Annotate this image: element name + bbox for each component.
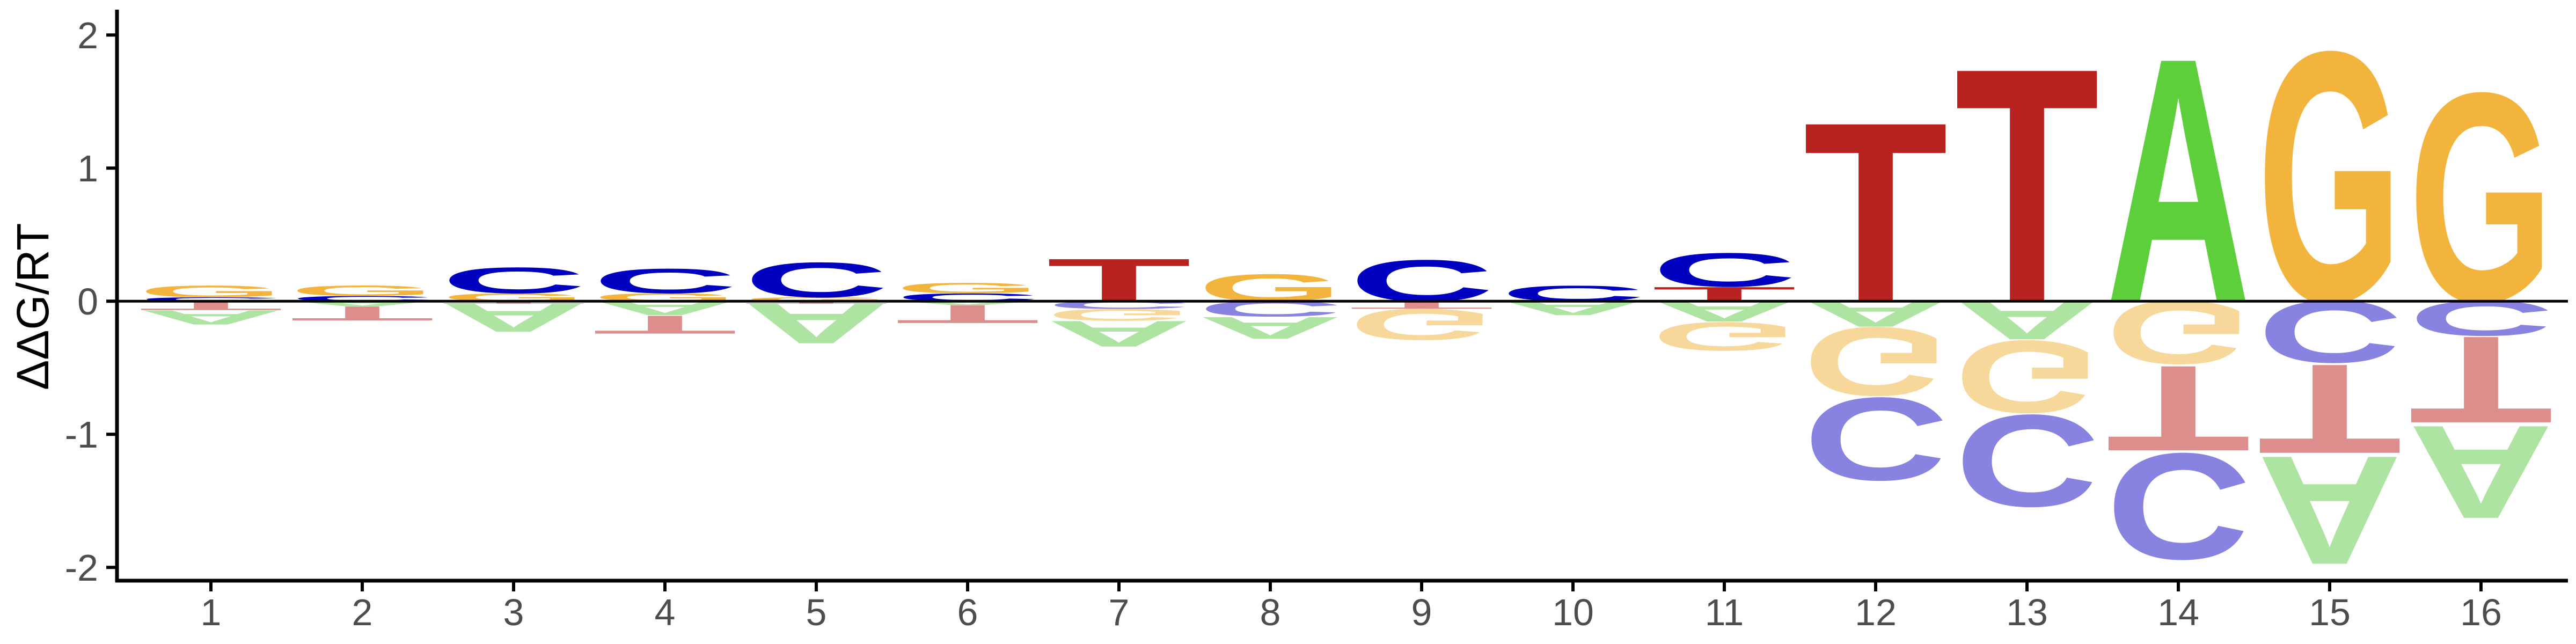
x-axis-ticks: 1 2 3 4 5 6 7 8 9 10 11 12 13 14 15 16 xyxy=(201,581,2502,633)
x-tick-label: 8 xyxy=(1260,591,1281,633)
letter-T: T xyxy=(2409,311,2553,449)
letter-G: G xyxy=(290,282,435,299)
letter-G: G xyxy=(138,282,283,301)
letter-A: A xyxy=(2409,398,2553,546)
letter-G: G xyxy=(744,296,889,303)
y-tick-label: -2 xyxy=(65,547,98,589)
letter-A: A xyxy=(1955,289,2099,351)
y-axis-ticks: -2 -1 0 1 2 xyxy=(65,14,117,589)
letter-T: T xyxy=(1046,246,1191,314)
letter-A: A xyxy=(2106,0,2251,376)
letter-A: A xyxy=(1046,313,1191,355)
x-tick-label: 11 xyxy=(1705,591,1744,633)
letter-T: T xyxy=(2106,340,2251,477)
letter-T: T xyxy=(290,302,435,325)
x-tick-label: 15 xyxy=(2309,591,2351,633)
letter-G: G xyxy=(1046,305,1191,324)
letter-C: C xyxy=(441,260,586,301)
letter-G: G xyxy=(2409,31,2553,365)
letter-T: T xyxy=(1955,0,2099,372)
letter-C: C xyxy=(1349,248,1494,314)
letter-A: A xyxy=(441,295,586,341)
x-tick-label: 5 xyxy=(806,591,827,633)
letter-G: G xyxy=(1803,307,1948,416)
x-tick-label: 12 xyxy=(1855,591,1897,633)
letter-C: C xyxy=(1803,373,1948,505)
letter-C: C xyxy=(744,252,889,308)
y-tick-label: 2 xyxy=(77,14,98,56)
letter-G: G xyxy=(1955,319,2099,435)
letter-T: T xyxy=(1803,69,1948,356)
x-tick-label: 16 xyxy=(2460,591,2502,633)
letter-G: G xyxy=(1652,314,1797,359)
letter-C: C xyxy=(1652,243,1797,297)
letter-T: T xyxy=(592,310,737,339)
letter-G: G xyxy=(1349,299,1494,349)
letter-A: A xyxy=(1198,310,1343,345)
letter-G: G xyxy=(895,280,1040,296)
x-tick-label: 10 xyxy=(1552,591,1594,633)
x-tick-label: 1 xyxy=(201,591,222,633)
y-tick-label: 0 xyxy=(77,281,98,323)
x-tick-label: 2 xyxy=(352,591,373,633)
letter-T: T xyxy=(895,299,1040,328)
x-tick-label: 13 xyxy=(2006,591,2048,633)
y-tick-label: 1 xyxy=(77,148,98,189)
x-tick-label: 4 xyxy=(655,591,676,633)
letter-C: C xyxy=(138,296,283,303)
x-tick-label: 6 xyxy=(957,591,978,633)
letter-T: T xyxy=(2257,338,2402,480)
letter-C: C xyxy=(1955,388,2099,535)
x-tick-label: 9 xyxy=(1411,591,1432,633)
y-axis-title: ΔΔG/RT xyxy=(8,223,58,390)
letter-G: G xyxy=(2106,282,2251,383)
letter-A: A xyxy=(895,300,1040,306)
letter-stacks: CGTACGATGCTAGCATGCTACGATTCGAGCACTGCATCAG… xyxy=(138,0,2553,598)
letter-A: A xyxy=(2257,424,2402,598)
y-tick-label: -1 xyxy=(65,414,98,456)
letter-C: C xyxy=(592,261,737,301)
letter-C: C xyxy=(2257,282,2402,382)
letter-G: G xyxy=(2257,0,2402,377)
x-tick-label: 14 xyxy=(2157,591,2199,633)
letter-C: C xyxy=(2106,422,2251,591)
letter-A: A xyxy=(138,306,283,328)
x-tick-label: 3 xyxy=(503,591,524,633)
x-tick-label: 7 xyxy=(1109,591,1130,633)
